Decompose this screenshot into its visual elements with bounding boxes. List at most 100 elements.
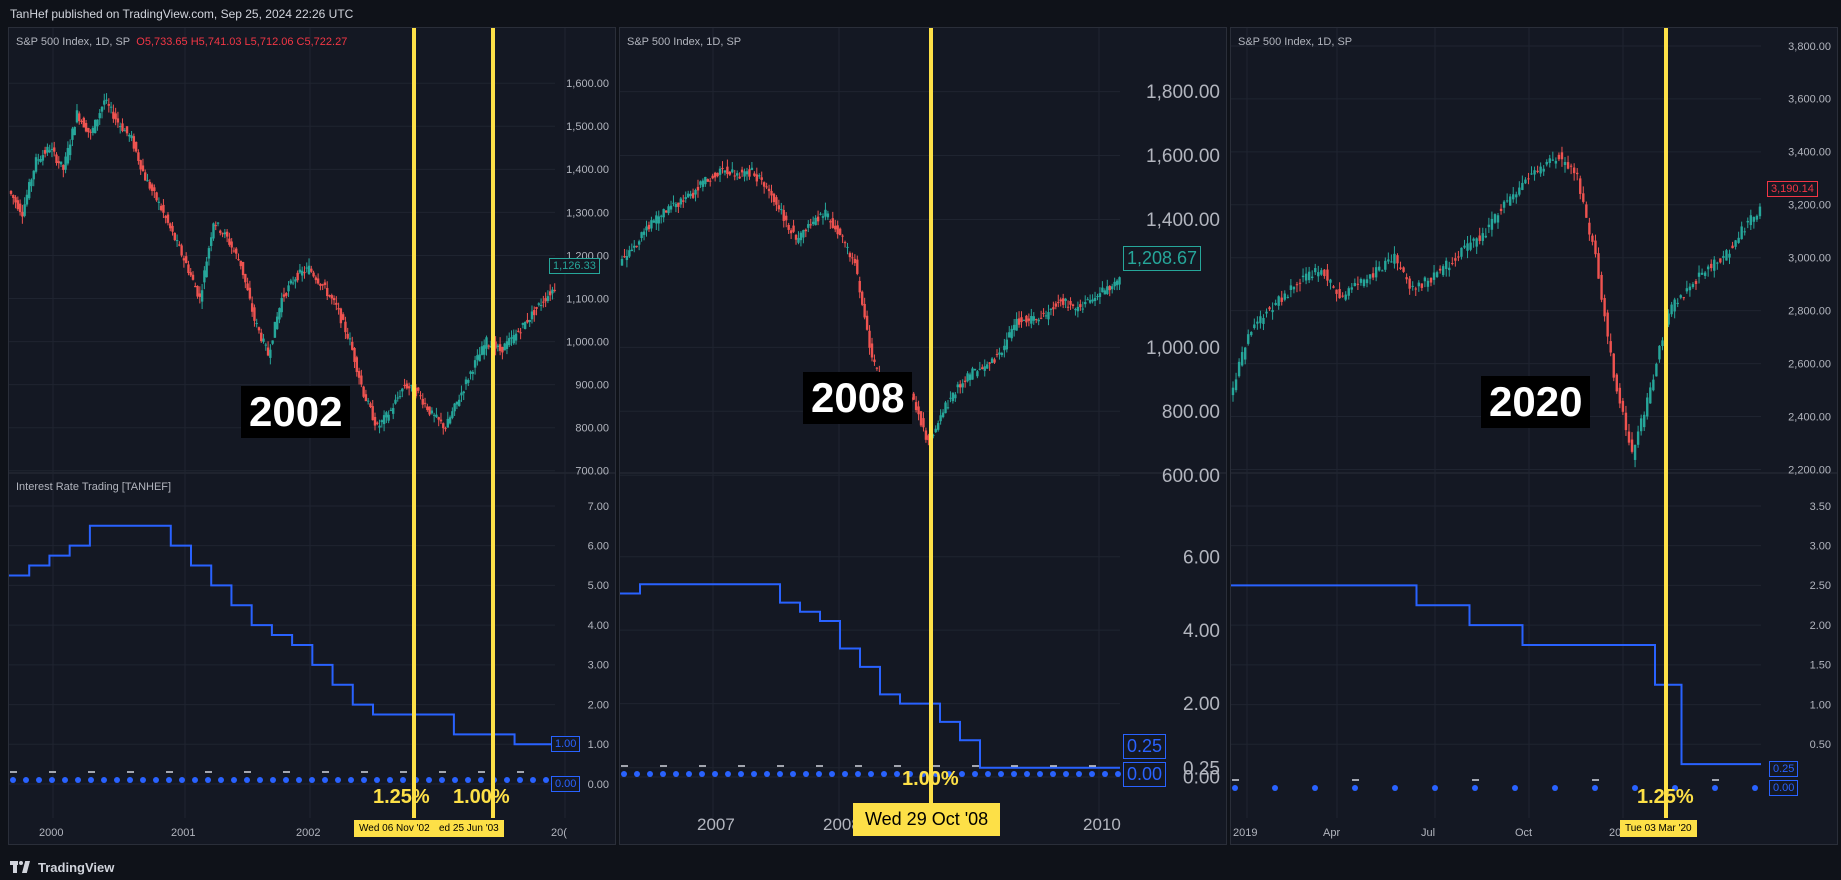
candle (1746, 220, 1749, 223)
candle (171, 225, 174, 232)
candle (1749, 215, 1753, 226)
symbol-legend: S&P 500 Index, 1D, SP (1238, 36, 1352, 48)
ohlc-close: C5,722.27 (296, 36, 348, 48)
candle (951, 392, 955, 402)
signal-dot (205, 777, 211, 783)
candle (912, 393, 915, 400)
candle (797, 237, 800, 243)
candle (718, 168, 722, 175)
candle (1314, 268, 1317, 273)
candle (182, 258, 186, 261)
candle (355, 357, 358, 373)
candle (1606, 312, 1609, 337)
x-tick-label: 2008 (823, 815, 861, 834)
price-tick-label: 3,400.00 (1788, 147, 1831, 159)
candle (1649, 387, 1652, 404)
candle (1350, 287, 1353, 290)
candle (1566, 162, 1570, 169)
candle (53, 147, 56, 152)
signal-dot (1432, 785, 1438, 791)
candle (439, 419, 443, 422)
candle (1371, 273, 1375, 278)
candle (1420, 283, 1424, 288)
candle (82, 117, 85, 128)
candle (1457, 256, 1460, 258)
candle (856, 259, 859, 274)
candle (694, 190, 697, 195)
candle (228, 238, 231, 245)
candle (1445, 260, 1448, 270)
ohlc-high: H5,741.03 (190, 36, 242, 48)
candle (1557, 154, 1561, 160)
marker-date-box: ed 25 Jun '03 (434, 820, 504, 837)
candle (455, 401, 459, 405)
candle (1643, 414, 1646, 428)
tradingview-logo[interactable]: TradingView (10, 859, 114, 875)
candle (73, 126, 76, 136)
candle (1515, 194, 1518, 198)
candle (321, 284, 324, 286)
candle (1344, 294, 1347, 300)
candle (230, 241, 233, 248)
signal-dot (725, 771, 731, 777)
candle (341, 314, 345, 320)
candle (1438, 268, 1442, 271)
candle (826, 213, 830, 218)
signal-dot (868, 771, 874, 777)
candle (1317, 272, 1320, 277)
candle (748, 169, 751, 177)
signal-dot (374, 777, 380, 783)
candle (64, 156, 67, 170)
candle (328, 295, 331, 297)
zero-rate-tag: 0.00 (551, 776, 581, 792)
candle (1057, 302, 1060, 304)
signal-dot (855, 771, 861, 777)
candle (78, 113, 81, 122)
candle (765, 186, 768, 188)
candle (528, 319, 531, 322)
candle (125, 126, 129, 134)
chart-panel-2002[interactable]: 1,600.00 1,500.00 1,400.00 1,300.00 1,200.00… (8, 27, 616, 845)
candle (946, 407, 950, 409)
last-price-tag: 3,190.14 (1767, 181, 1818, 197)
candle (635, 245, 638, 247)
signal-dot (335, 777, 341, 783)
chart-svg-2008[interactable]: 1,800.00 1,600.00 1,400.00 1,000.00 800.00 60… (620, 28, 1227, 845)
candle (1332, 286, 1335, 288)
candle (116, 118, 120, 123)
candle (792, 225, 795, 232)
candle (189, 272, 192, 276)
x-tick-label: Oct (1515, 827, 1532, 839)
candle (37, 159, 40, 161)
chart-panel-2020[interactable]: 3,800.00 3,600.00 3,400.00 3,200.00 3,000.00… (1230, 27, 1838, 845)
candle (762, 182, 766, 187)
candle (1113, 281, 1116, 287)
rate-change-label: 1.25% (1637, 786, 1694, 808)
candle (107, 104, 111, 106)
candle (128, 134, 131, 137)
candle (248, 287, 252, 299)
candle (137, 152, 140, 161)
candle (421, 398, 424, 405)
candle (1411, 285, 1414, 287)
candle (1274, 302, 1277, 305)
candle (476, 355, 479, 360)
symbol-legend: S&P 500 Index, 1D, SP (627, 36, 741, 48)
last-rate-tag: 1.00 (551, 736, 581, 752)
rate-tick-label: 6.00 (1183, 547, 1220, 568)
candle (642, 231, 646, 235)
candle (542, 301, 545, 303)
signal-dot (621, 771, 627, 777)
candle (1575, 172, 1579, 175)
chart-panel-2008[interactable]: 1,800.00 1,600.00 1,400.00 1,000.00 800.00 60… (619, 27, 1227, 845)
candle (1527, 178, 1530, 180)
candle (1044, 315, 1048, 317)
candle (457, 399, 461, 406)
candle (1585, 204, 1588, 218)
candle (628, 250, 631, 257)
candle (498, 344, 502, 351)
candle (978, 368, 982, 370)
chart-svg-2020[interactable]: 3,800.00 3,600.00 3,400.00 3,200.00 3,000.00… (1231, 28, 1838, 845)
candle (264, 344, 267, 346)
candle (1052, 307, 1055, 310)
